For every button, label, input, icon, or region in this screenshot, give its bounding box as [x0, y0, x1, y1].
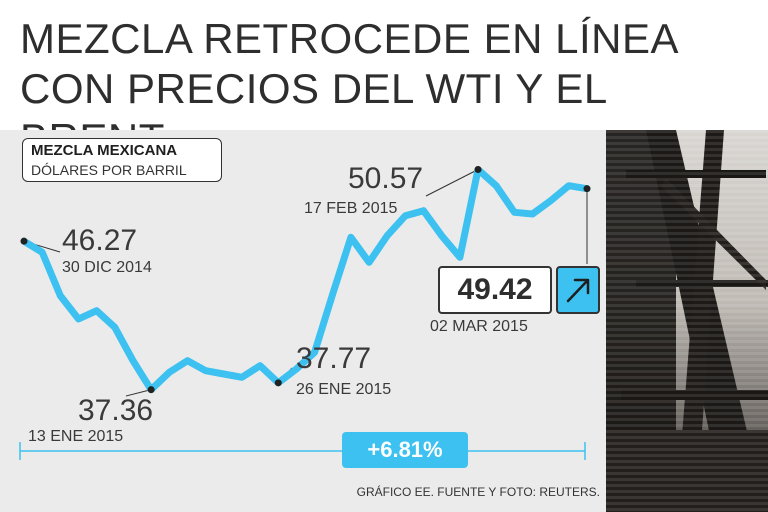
- label-peak-value: 50.57: [348, 162, 424, 195]
- legend-title: MEZCLA MEXICANA: [31, 142, 178, 159]
- label-peak-date: 17 FEB 2015: [304, 200, 398, 217]
- oil-derrick-photo-art: [606, 130, 768, 512]
- label-low-date: 13 ENE 2015: [28, 428, 124, 445]
- legend-unit: DÓLARES POR BARRIL: [31, 162, 187, 178]
- trend-arrow-box: [556, 266, 600, 314]
- period-range-bar: [19, 442, 586, 460]
- point-mid: [274, 379, 282, 387]
- source-credit: GRÁFICO EE. FUENTE Y FOTO: REUTERS.: [356, 485, 600, 499]
- last-value-box: 49.42: [438, 266, 552, 314]
- point-low: [147, 386, 155, 394]
- legend-box: MEZCLA MEXICANA DÓLARES POR BARRIL: [22, 138, 222, 182]
- series-line: [20, 166, 591, 394]
- label-start-value: 46.27: [62, 224, 138, 257]
- headline-line-1: MEZCLA RETROCEDE EN LÍNEA: [20, 15, 679, 62]
- arrow-up-right-icon: [566, 278, 590, 303]
- label-mid-date: 26 ENE 2015: [296, 381, 392, 398]
- leader-low: [125, 389, 152, 397]
- headline: MEZCLA RETROCEDE EN LÍNEA CON PRECIOS DE…: [20, 14, 760, 164]
- label-mid-value: 37.77: [296, 342, 372, 375]
- label-low-value: 37.36: [78, 394, 154, 427]
- point-start: [20, 237, 28, 245]
- label-last-date: 02 MAR 2015: [430, 318, 528, 335]
- oil-derrick-photo: [606, 130, 768, 512]
- label-start-date: 30 DIC 2014: [62, 259, 152, 276]
- percent-change-badge: +6.81%: [342, 432, 468, 468]
- point-peak: [474, 166, 482, 173]
- leader-peak: [425, 169, 479, 197]
- point-last: [583, 185, 591, 193]
